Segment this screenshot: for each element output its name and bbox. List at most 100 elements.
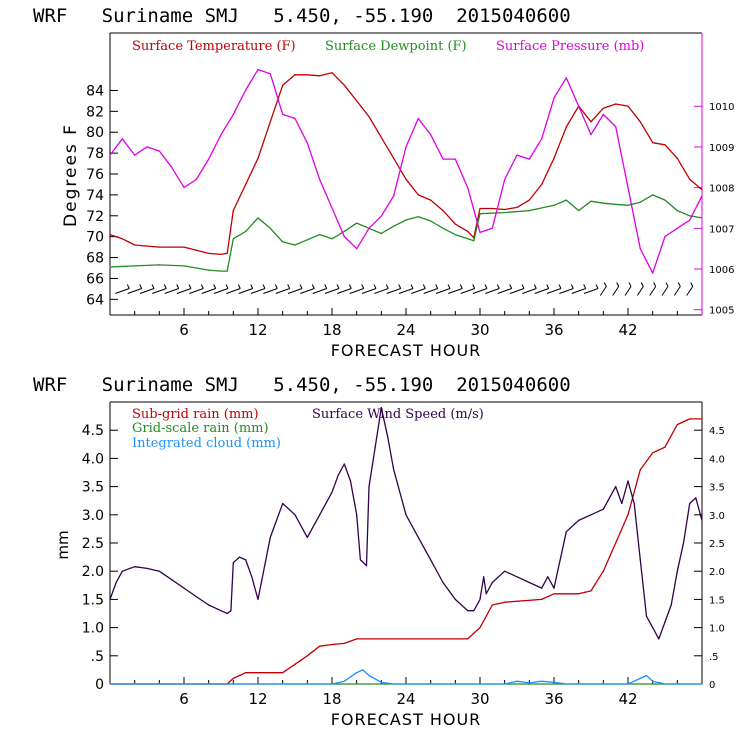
top-xtick-label-36: 36: [544, 321, 563, 339]
point-integrated-cloud-mm-12: [553, 681, 555, 683]
bottom-xtick-label-36: 36: [544, 690, 563, 708]
top-chart-xlabel: FORECAST HOUR: [331, 341, 482, 360]
point-surface-dewpoint-f-9: [257, 217, 259, 219]
point-surface-pressure-mb-19: [343, 235, 345, 238]
point-integrated-cloud-mm-7: [393, 683, 395, 685]
legend-integrated-cloud: Integrated cloud (mm): [132, 436, 281, 451]
point-surface-wind-speed-m-s-21: [306, 536, 308, 539]
wind-barb-32: [497, 288, 512, 294]
point-surface-dewpoint-f-38: [639, 201, 641, 203]
point-surface-temperature-f-12: [245, 183, 247, 185]
bottom-xtick-label-30: 30: [470, 690, 489, 708]
point-surface-temperature-f-10: [226, 252, 228, 254]
point-surface-pressure-mb-43: [639, 248, 641, 250]
point-surface-temperature-f-21: [356, 100, 358, 102]
top-y2tick-label-1010: 1010: [709, 102, 734, 113]
point-surface-pressure-mb-15: [294, 117, 296, 120]
point-surface-dewpoint-f-40: [664, 199, 666, 201]
top-chart-title: WRF Suriname SMJ 5.450, -55.190 20150406…: [33, 5, 571, 27]
wind-barb-flag-33: [521, 284, 525, 289]
point-sub-grid-rain-mm-21: [615, 542, 617, 544]
point-surface-wind-speed-m-s-34: [393, 469, 395, 471]
top-ytick-label-70: 70: [86, 230, 104, 246]
wind-barb-flag-40: [603, 282, 607, 287]
point-surface-dewpoint-f-31: [553, 204, 555, 206]
top-y2tick-label-1005: 1005: [709, 306, 734, 317]
wind-barb-flag-8: [213, 284, 217, 289]
point-surface-wind-speed-m-s-16: [251, 576, 253, 578]
point-surface-temperature-f-34: [504, 208, 506, 211]
point-surface-temperature-f-11: [232, 210, 234, 212]
point-surface-wind-speed-m-s-17: [257, 598, 259, 601]
point-surface-wind-speed-m-s-25: [343, 463, 345, 465]
series-integrated-cloud-mm: [110, 669, 702, 685]
point-surface-wind-speed-m-s-67: [682, 542, 685, 544]
wind-barb-10: [226, 288, 241, 294]
point-surface-pressure-mb-24: [405, 146, 407, 148]
series-surface-dewpoint-f: [109, 194, 703, 272]
point-sub-grid-rain-mm-11: [467, 638, 469, 640]
point-surface-dewpoint-f-21: [405, 219, 407, 221]
wind-barb-flag-30: [484, 284, 488, 289]
point-surface-wind-speed-m-s-39: [454, 598, 456, 601]
point-surface-temperature-f-37: [541, 183, 543, 185]
wind-barb-flag-26: [435, 284, 439, 289]
point-surface-pressure-mb-45: [664, 235, 666, 238]
point-surface-pressure-mb-28: [454, 158, 456, 160]
point-surface-wind-speed-m-s-48: [528, 581, 530, 584]
point-surface-dewpoint-f-33: [578, 210, 580, 212]
wind-barb-flag-36: [558, 284, 562, 289]
point-integrated-cloud-mm-0: [109, 683, 111, 685]
point-integrated-cloud-mm-9: [516, 680, 518, 682]
point-surface-temperature-f-23: [380, 136, 382, 138]
wind-barb-45: [661, 286, 669, 296]
point-surface-wind-speed-m-s-65: [670, 604, 672, 606]
point-surface-pressure-mb-20: [356, 248, 358, 250]
point-surface-wind-speed-m-s-66: [676, 570, 678, 572]
point-surface-dewpoint-f-25: [454, 234, 456, 236]
point-surface-pressure-mb-31: [491, 227, 493, 229]
point-surface-dewpoint-f-23: [430, 220, 432, 222]
point-integrated-cloud-mm-4: [362, 669, 364, 671]
bottom-y2tick-label-3: 3.0: [709, 511, 725, 522]
wind-barb-flag-44: [653, 282, 657, 287]
point-integrated-cloud-mm-17: [652, 680, 654, 682]
bottom-xtick-label-24: 24: [396, 690, 415, 708]
wind-barb-34: [522, 288, 537, 294]
point-surface-dewpoint-f-35: [602, 202, 604, 204]
wind-barb-44: [649, 286, 657, 296]
bottom-ytick-label-4-5: 4.5: [82, 423, 104, 439]
point-surface-pressure-mb-46: [676, 227, 678, 229]
bottom-chart-ticks: 6 12 18 24 30 36 42 0 .5 1.0 1.5 2.0 2.5 3.0 3.5 4.0 4.5…: [82, 423, 725, 708]
point-sub-grid-rain-mm-16: [553, 593, 555, 595]
bottom-y2tick-label-1-5: 1.5: [709, 595, 725, 606]
point-surface-temperature-f-45: [639, 121, 641, 123]
point-integrated-cloud-mm-15: [639, 677, 641, 680]
point-surface-dewpoint-f-37: [627, 204, 629, 206]
wind-barb-flag-18: [336, 284, 340, 289]
point-surface-wind-speed-m-s-49: [541, 587, 543, 589]
wind-barb-flag-11: [250, 284, 254, 289]
bottom-y2tick-label-1: 1.0: [709, 624, 725, 635]
point-surface-temperature-f-30: [467, 230, 469, 232]
point-surface-wind-speed-m-s-12: [230, 610, 232, 612]
point-sub-grid-rain-mm-7: [319, 645, 321, 647]
point-surface-dewpoint-f-39: [652, 194, 654, 196]
wind-barb-flag-20: [361, 284, 365, 289]
point-surface-wind-speed-m-s-22: [319, 514, 321, 516]
point-surface-wind-speed-m-s-50: [547, 576, 549, 578]
bottom-chart-title: WRF Suriname SMJ 5.450, -55.190 20150406…: [33, 374, 571, 396]
point-surface-temperature-f-32: [479, 207, 481, 210]
point-surface-wind-speed-m-s-6: [171, 579, 173, 581]
wind-barb-43: [636, 286, 644, 296]
bottom-y2tick-label-0-5: .5: [709, 652, 719, 663]
point-surface-temperature-f-13: [257, 157, 259, 159]
bottom-y2tick-label-2: 2.0: [709, 567, 725, 578]
point-surface-wind-speed-m-s-5: [158, 570, 160, 572]
bottom-y2tick-label-2-5: 2.5: [709, 539, 725, 550]
wind-barb-flag-29: [472, 284, 476, 289]
point-surface-wind-speed-m-s-23: [331, 491, 333, 493]
point-surface-pressure-mb-5: [171, 166, 173, 168]
wind-barb-flag-43: [640, 282, 644, 287]
